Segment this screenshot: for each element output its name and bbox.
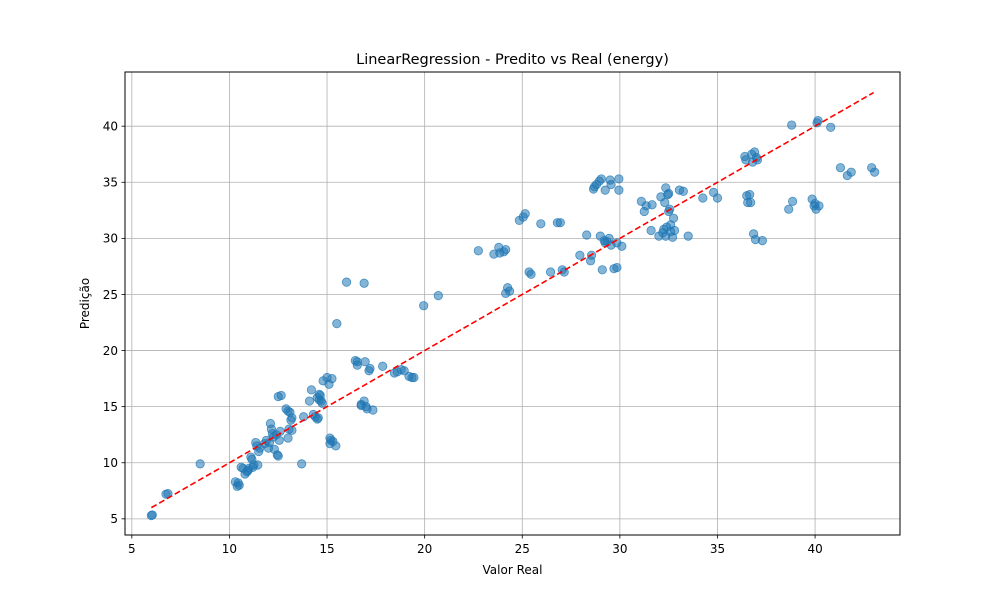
x-tick-label: 25: [515, 542, 530, 556]
y-tick-label: 10: [103, 456, 118, 470]
scatter-point: [409, 372, 419, 383]
scatter-point: [332, 319, 342, 329]
scatter-point: [784, 204, 794, 214]
scatter-point: [813, 115, 823, 126]
scatter-point: [757, 236, 767, 246]
scatter-point: [287, 425, 297, 435]
x-tick-label: 15: [319, 542, 334, 556]
plot-frame: [124, 71, 901, 536]
scatter-point: [617, 241, 627, 251]
scatter-point: [306, 385, 317, 395]
scatter-point: [365, 363, 375, 374]
scatter-point: [614, 174, 624, 184]
scatter-point: [287, 413, 297, 423]
scatter-point: [745, 190, 755, 200]
scatter-point: [614, 185, 624, 195]
scatter-point: [575, 250, 585, 260]
scatter-point: [555, 218, 565, 228]
scatter-point: [660, 197, 670, 208]
scatter-point: [331, 441, 341, 451]
y-tick-label: 20: [103, 344, 118, 358]
scatter-point: [678, 186, 688, 196]
x-tick-label: 40: [807, 542, 822, 556]
scatter-point: [664, 188, 674, 199]
scatter-point: [520, 209, 530, 219]
scatter-point: [814, 201, 824, 211]
scatter-point: [597, 265, 607, 275]
chart-title: LinearRegression - Predito vs Real (ener…: [356, 52, 669, 68]
scatter-point: [669, 225, 680, 236]
scatter-point: [147, 510, 157, 520]
x-tick-label: 30: [612, 542, 627, 556]
scatter-point: [304, 396, 315, 406]
y-axis: 5 10 15 20 25 30 35 40: [103, 119, 125, 526]
scatter-point: [360, 357, 370, 367]
scatter-point: [788, 196, 798, 206]
scatter-point: [473, 246, 483, 256]
y-tick-label: 30: [103, 232, 118, 246]
scatter-point: [526, 269, 536, 279]
scatter-point: [870, 167, 880, 177]
scatter-point: [283, 433, 293, 443]
x-tick-label: 35: [710, 542, 725, 556]
scatter-point: [712, 193, 723, 203]
y-tick-label: 5: [110, 512, 118, 526]
scatter-point: [835, 163, 846, 173]
x-tick-label: 5: [128, 542, 136, 556]
scatter-point: [606, 179, 616, 190]
scatter-point: [504, 286, 515, 296]
scatter-point: [341, 277, 352, 287]
scatter-point: [276, 390, 286, 401]
scatter-point: [746, 197, 756, 208]
y-tick-label: 40: [103, 119, 118, 133]
x-tick-label: 20: [417, 542, 432, 556]
x-axis: 5 10 15 20 25 30 35 40: [128, 535, 823, 556]
scatter-point: [536, 219, 546, 229]
x-axis-label: Valor Real: [483, 563, 543, 577]
scatter-point: [359, 278, 369, 288]
y-tick-label: 25: [103, 288, 118, 302]
scatter-points: [146, 115, 880, 521]
scatter-point: [826, 122, 836, 132]
scatter-point: [378, 361, 388, 371]
scatter-point: [596, 174, 606, 184]
scatter-point: [612, 262, 622, 273]
y-axis-label: Predição: [78, 278, 92, 329]
scatter-point: [368, 405, 378, 415]
scatter-point: [273, 451, 283, 461]
reference-line: [150, 91, 875, 509]
scatter-point: [195, 459, 205, 469]
scatter-point: [313, 413, 323, 423]
scatter-point: [698, 193, 708, 203]
scatter-point: [327, 374, 337, 384]
scatter-point: [668, 213, 679, 223]
scatter-point: [600, 185, 610, 195]
scatter-point: [582, 230, 592, 240]
scatter-point: [646, 225, 656, 236]
scatter-point: [433, 290, 443, 301]
scatter-point: [647, 200, 657, 210]
scatter-point: [545, 267, 556, 277]
x-tick-label: 10: [222, 542, 237, 556]
reference-line-group: [150, 91, 875, 509]
scatter-point: [253, 460, 263, 470]
scatter-point: [683, 231, 693, 241]
scatter-point: [352, 357, 362, 367]
scatter-point: [846, 167, 856, 177]
scatter-point: [787, 120, 797, 130]
y-tick-label: 15: [103, 400, 118, 414]
scatter-point: [233, 478, 243, 488]
scatter-point: [419, 301, 429, 311]
scatter-point: [501, 244, 511, 255]
scatter-point: [317, 398, 327, 408]
scatter-point: [274, 435, 284, 445]
scatter-point: [297, 459, 307, 469]
y-tick-label: 35: [103, 176, 118, 190]
